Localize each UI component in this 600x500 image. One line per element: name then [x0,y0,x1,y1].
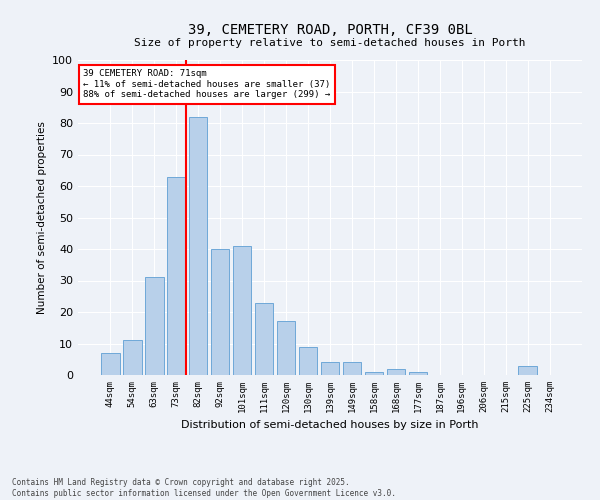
Bar [167,176,185,375]
Bar [255,302,274,375]
Bar [386,368,405,375]
Bar [123,340,142,375]
Text: 39 CEMETERY ROAD: 71sqm
← 11% of semi-detached houses are smaller (37)
88% of se: 39 CEMETERY ROAD: 71sqm ← 11% of semi-de… [83,70,330,99]
Text: Size of property relative to semi-detached houses in Porth: Size of property relative to semi-detach… [134,38,526,48]
Y-axis label: Number of semi-detached properties: Number of semi-detached properties [37,121,47,314]
Bar [101,353,119,375]
Text: 39, CEMETERY ROAD, PORTH, CF39 0BL: 39, CEMETERY ROAD, PORTH, CF39 0BL [188,22,472,36]
Bar [518,366,537,375]
Text: Contains HM Land Registry data © Crown copyright and database right 2025.
Contai: Contains HM Land Registry data © Crown c… [12,478,396,498]
Bar [277,322,295,375]
Bar [145,278,164,375]
Bar [211,249,229,375]
Bar [299,346,317,375]
Bar [365,372,383,375]
Bar [320,362,340,375]
X-axis label: Distribution of semi-detached houses by size in Porth: Distribution of semi-detached houses by … [181,420,479,430]
Bar [233,246,251,375]
Bar [409,372,427,375]
Bar [189,116,208,375]
Bar [343,362,361,375]
